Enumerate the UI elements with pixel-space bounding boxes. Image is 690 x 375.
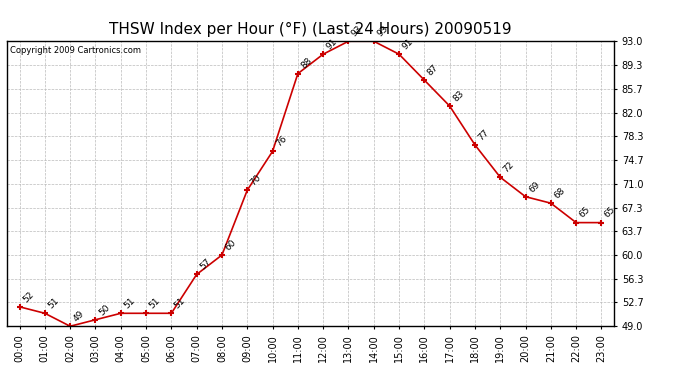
Text: 51: 51 bbox=[172, 296, 187, 310]
Text: 76: 76 bbox=[274, 134, 288, 148]
Text: 57: 57 bbox=[198, 257, 213, 272]
Text: 50: 50 bbox=[97, 303, 111, 317]
Text: Copyright 2009 Cartronics.com: Copyright 2009 Cartronics.com bbox=[10, 45, 141, 54]
Text: 52: 52 bbox=[21, 290, 35, 304]
Text: 93: 93 bbox=[350, 24, 364, 39]
Text: 91: 91 bbox=[324, 37, 339, 51]
Text: 49: 49 bbox=[72, 309, 86, 324]
Text: 51: 51 bbox=[46, 296, 61, 310]
Text: 91: 91 bbox=[400, 37, 415, 51]
Text: 68: 68 bbox=[552, 186, 566, 200]
Text: 51: 51 bbox=[148, 296, 162, 310]
Text: 65: 65 bbox=[578, 206, 592, 220]
Text: 83: 83 bbox=[451, 89, 466, 103]
Text: 72: 72 bbox=[502, 160, 516, 174]
Text: 70: 70 bbox=[248, 173, 263, 188]
Title: THSW Index per Hour (°F) (Last 24 Hours) 20090519: THSW Index per Hour (°F) (Last 24 Hours)… bbox=[109, 22, 512, 37]
Text: 93: 93 bbox=[375, 24, 390, 39]
Text: 69: 69 bbox=[527, 179, 542, 194]
Text: 77: 77 bbox=[476, 128, 491, 142]
Text: 88: 88 bbox=[299, 56, 314, 71]
Text: 87: 87 bbox=[426, 63, 440, 77]
Text: 65: 65 bbox=[603, 206, 618, 220]
Text: 51: 51 bbox=[122, 296, 137, 310]
Text: 60: 60 bbox=[224, 238, 238, 252]
